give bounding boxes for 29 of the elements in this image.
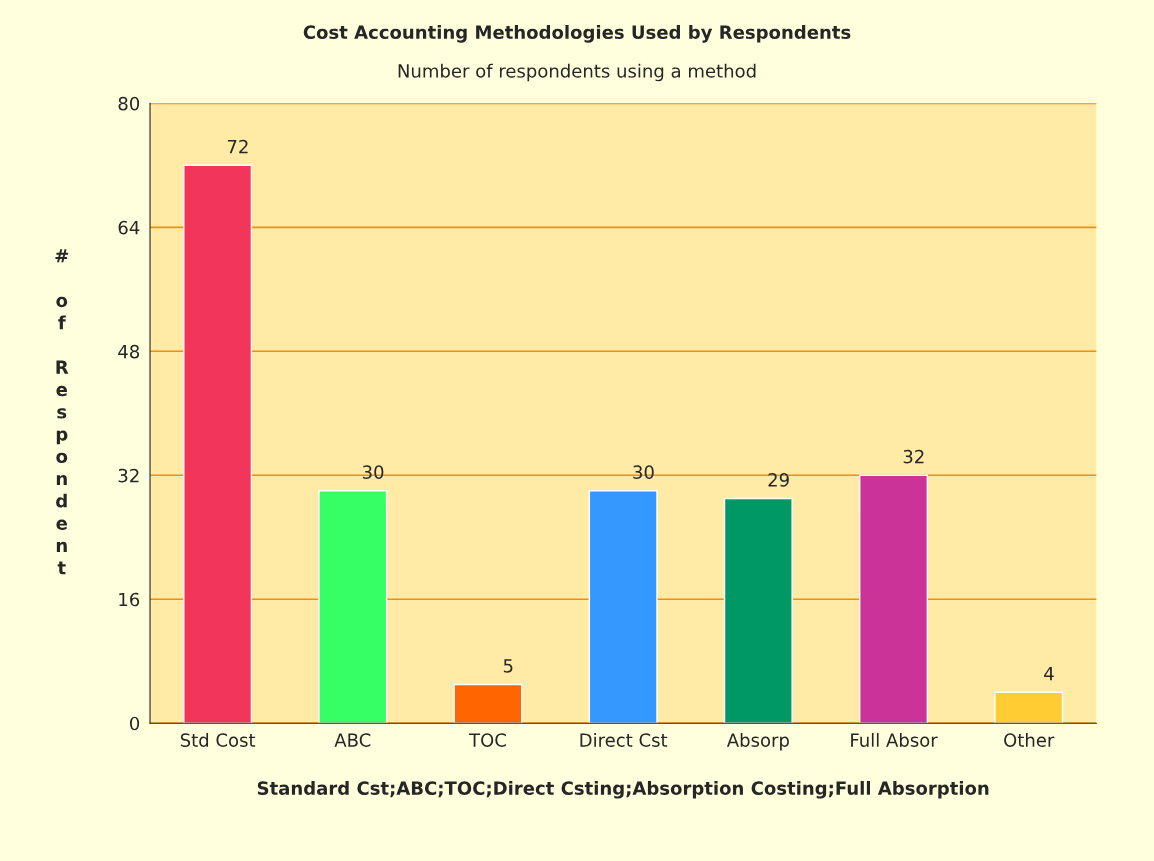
x-tick-label: Absorp xyxy=(726,732,789,751)
y-tick-label: 16 xyxy=(119,592,140,607)
x-tick-label: Full Absor xyxy=(851,732,938,747)
y-tick-label: 48 xyxy=(118,344,140,359)
data-label: 4 xyxy=(1044,666,1054,681)
chart-title: Cost Accounting Methodologies Used by Respondents xyxy=(303,25,851,43)
x-tick-label: Other xyxy=(1004,732,1055,747)
y-tick-label: 64 xyxy=(118,220,140,235)
chart-subtitle: Number of respondents using a method xyxy=(398,63,756,82)
data-label: 72 xyxy=(227,139,248,154)
x-axis-title: Standard Cst;ABC;TOC;Direct Csting;Absorption Costing;Full Absorption xyxy=(257,780,989,799)
bar xyxy=(588,490,658,724)
y-tick-label: 0 xyxy=(130,716,140,731)
bar xyxy=(994,691,1064,724)
bar xyxy=(859,474,929,724)
text: # of Respondent xyxy=(55,249,69,575)
data-label: 5 xyxy=(503,659,513,673)
data-label: 29 xyxy=(768,473,789,487)
y-tick-label: 80 xyxy=(118,96,140,111)
bar xyxy=(318,490,388,724)
bar xyxy=(183,164,253,724)
x-tick-label: Std Cost xyxy=(180,732,256,747)
x-tick-label: ABC xyxy=(334,733,371,747)
x-tick-label: Direct Cst xyxy=(580,732,668,747)
bar xyxy=(723,497,793,724)
x-tick-label: TOC xyxy=(469,733,506,747)
data-label: 32 xyxy=(903,449,924,464)
y-tick-label: 32 xyxy=(118,468,139,483)
bar xyxy=(453,683,523,724)
